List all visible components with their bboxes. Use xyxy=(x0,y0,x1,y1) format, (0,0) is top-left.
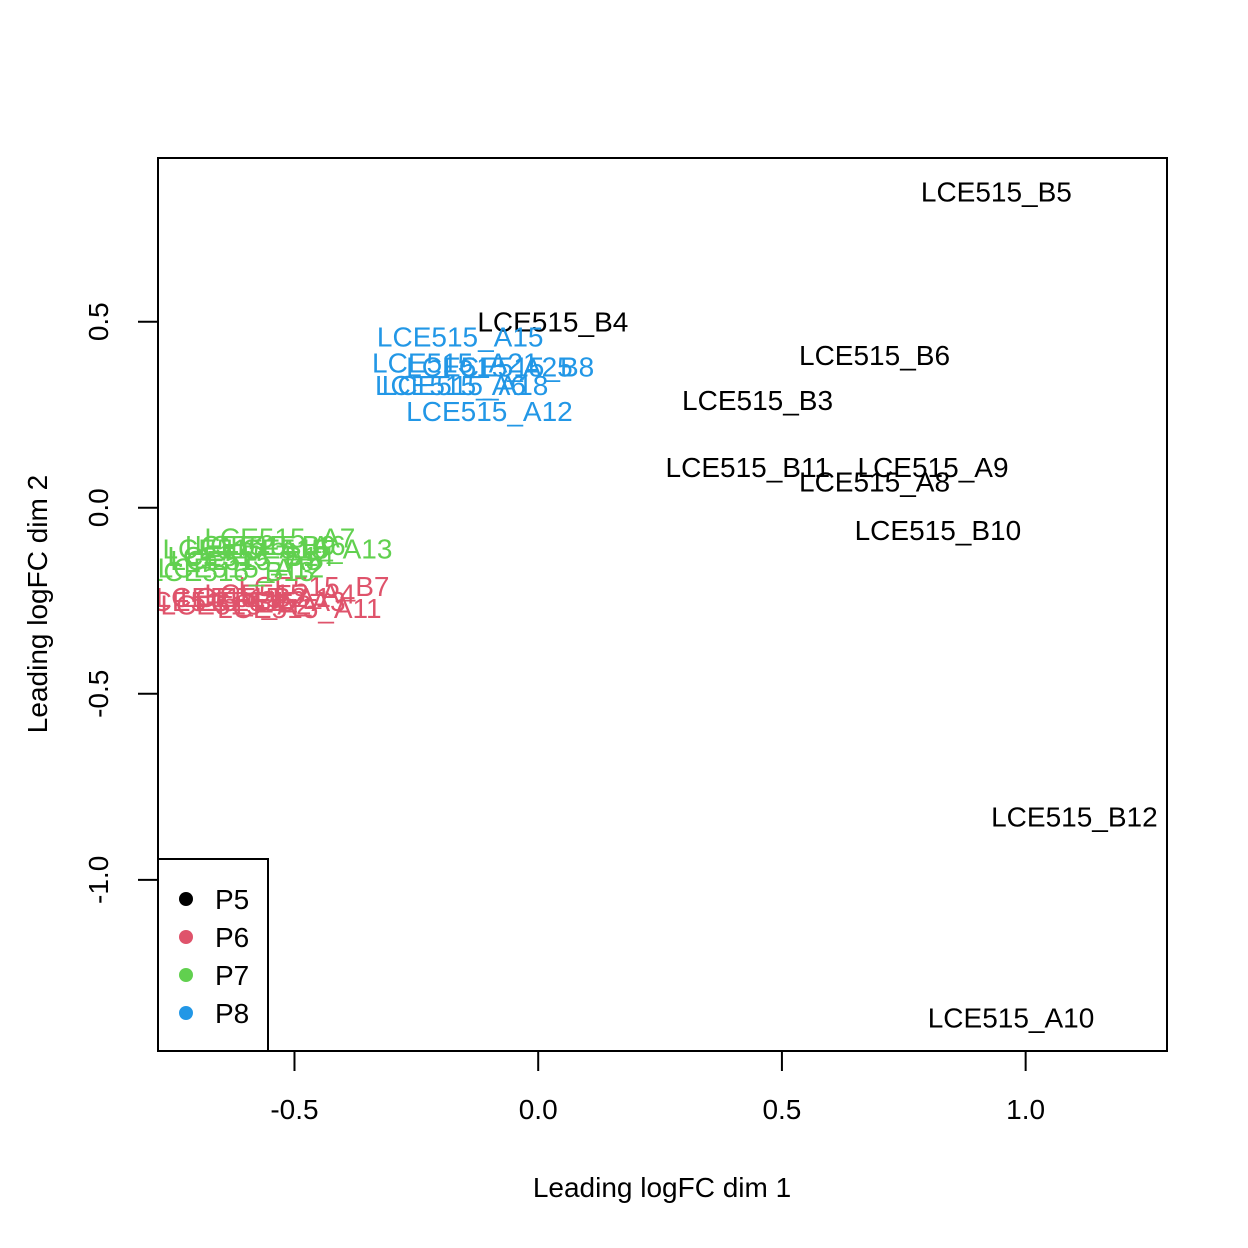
legend-marker xyxy=(179,1006,193,1020)
legend-marker xyxy=(179,968,193,982)
y-tick-label: 0.0 xyxy=(83,488,114,527)
point-label: LCE515_B5 xyxy=(921,176,1072,207)
point-label: LCE515_B2 xyxy=(156,582,307,613)
x-tick-label: -0.5 xyxy=(270,1094,318,1125)
y-axis: 0.5 0.0 -0.5 -1.0 xyxy=(83,302,159,904)
point-label: LCE515_A2 xyxy=(160,590,311,621)
point-label: LCE515_A11 xyxy=(217,593,382,624)
legend: P5 P6 P7 P8 xyxy=(157,858,269,1052)
point-label: LCE515_A21 xyxy=(372,348,539,379)
point-label: LCE515_B4 xyxy=(477,307,628,338)
point-label: LCE515_A25 xyxy=(406,351,573,382)
legend-label: P8 xyxy=(215,998,249,1029)
y-tick-label: -0.5 xyxy=(83,670,114,718)
point-label: LCE515_B3 xyxy=(682,385,833,416)
point-label: LCE515_B10 xyxy=(855,515,1022,546)
y-axis-title: Leading logFC dim 2 xyxy=(22,475,53,733)
point-label: LCE515_A4 xyxy=(204,578,355,609)
point-label: LCE515_A8 xyxy=(799,467,950,498)
point-label: LCE515_A12 xyxy=(158,552,325,583)
point-label: LCE515_A15 xyxy=(377,322,544,353)
point-label: LCE515_A7 xyxy=(204,523,355,554)
legend-marker xyxy=(179,892,193,906)
point-label: LCE515_A13 xyxy=(226,534,393,565)
x-tick-label: 0.0 xyxy=(519,1094,558,1125)
x-axis-title: Leading logFC dim 1 xyxy=(533,1172,791,1203)
point-label: LCE515_A3 xyxy=(195,586,346,617)
point-label: LCE515_B7 xyxy=(238,571,389,602)
point-labels: LCE515_B5 LCE515_B4 LCE515_B6 LCE515_B3 LCE5… xyxy=(136,176,1158,1034)
point-label: LCE515_B8 xyxy=(443,351,594,382)
x-tick-label: 1.0 xyxy=(1006,1094,1045,1125)
legend-label: P6 xyxy=(215,922,249,953)
point-label: LCE515_A10 xyxy=(928,1003,1095,1034)
point-label: LCE515_B6 xyxy=(799,340,950,371)
legend-label: P7 xyxy=(215,960,249,991)
legend-marker xyxy=(179,930,193,944)
point-label: LCE515_B11 xyxy=(666,452,831,483)
point-label: LCE515_B12 xyxy=(991,802,1158,833)
point-label: LCE515_A6 xyxy=(195,530,346,561)
point-label: LCE515_A6 xyxy=(375,370,526,401)
x-axis: -0.5 0.0 0.5 1.0 xyxy=(270,1050,1045,1125)
point-label: LCE515_A18 xyxy=(382,370,549,401)
point-label: LCE515_B14 xyxy=(167,541,334,572)
legend-label: P5 xyxy=(215,884,249,915)
point-label: LCE515_B9 xyxy=(185,530,336,561)
legend-box xyxy=(157,858,269,1052)
point-label: LCE515_A12 xyxy=(406,396,573,427)
x-tick-label: 0.5 xyxy=(762,1094,801,1125)
point-label: LCE515_B13 xyxy=(148,556,315,587)
point-label: LCE515_A9 xyxy=(858,452,1009,483)
y-tick-label: 0.5 xyxy=(83,302,114,341)
point-label: LCE515_A1 xyxy=(180,582,331,613)
point-label: LCE515_A5 xyxy=(170,545,321,576)
y-tick-label: -1.0 xyxy=(83,856,114,904)
point-label: LCE515_B1 xyxy=(136,586,287,617)
point-label: LCE515_A16 xyxy=(162,534,329,565)
